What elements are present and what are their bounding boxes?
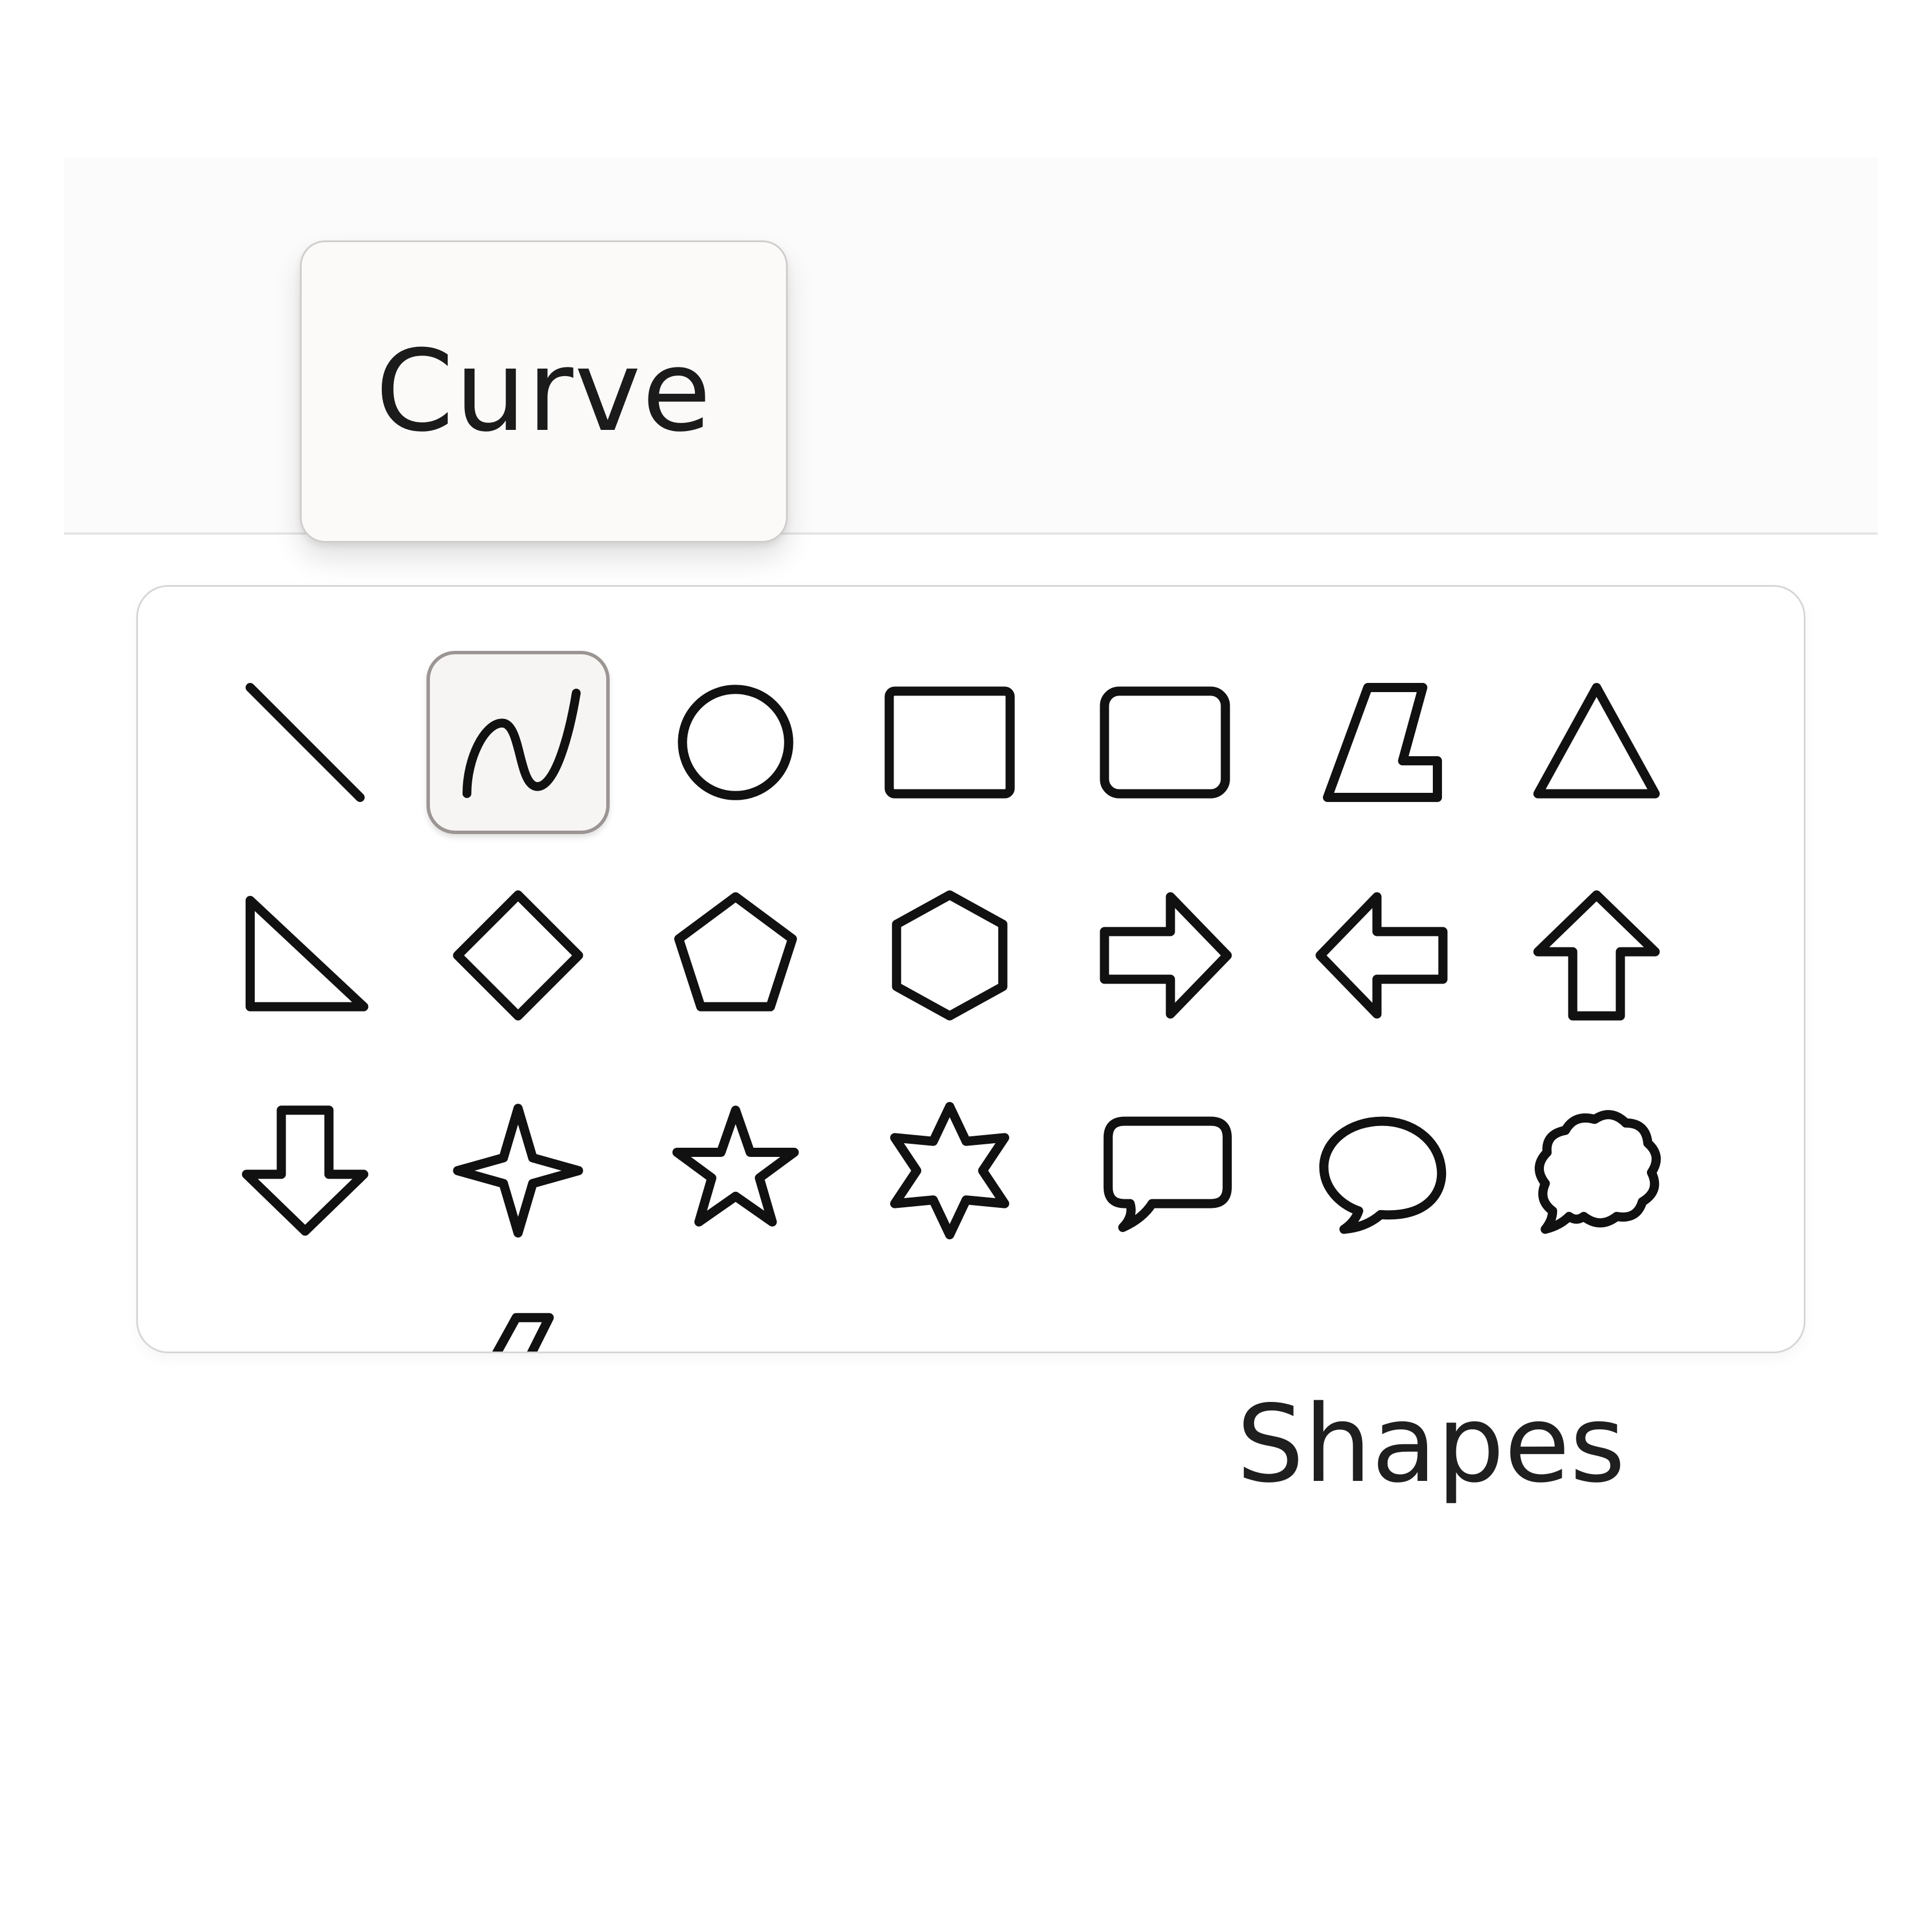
polygon-icon [1323,683,1442,802]
shape-right-triangle-button[interactable] [214,864,397,1047]
tooltip: Curve [300,240,788,543]
shape-down-arrow-button[interactable] [214,1079,397,1262]
pentagon-icon [674,892,797,1012]
shape-right-arrow-button[interactable] [1073,864,1257,1047]
shape-polygon-button[interactable] [1291,651,1474,834]
shape-pentagon-button[interactable] [644,864,827,1047]
shapes-grid [138,587,1804,1352]
shape-left-arrow-button[interactable] [1291,864,1474,1047]
shapes-group-label: Shapes [1236,1382,1626,1506]
ribbon-divider [64,532,1878,535]
shape-four-point-star-button[interactable] [426,1079,610,1262]
shape-hexagon-button[interactable] [858,864,1041,1047]
heart-icon [214,1292,397,1353]
cloud-callout-icon [1534,1110,1661,1234]
left-arrow-icon [1315,892,1448,1019]
lightning-icon [492,1313,554,1352]
shape-up-arrow-button[interactable] [1505,864,1688,1047]
right-arrow-icon [1100,892,1232,1019]
shape-rounded-rectangular-callout-button[interactable] [1073,1079,1257,1262]
shape-rectangle-button[interactable] [858,651,1041,834]
rounded-callout-icon [1103,1116,1232,1232]
six-point-star-icon [890,1102,1009,1239]
rectangle-icon [884,686,1015,799]
up-arrow-icon [1533,890,1660,1021]
shape-line-button[interactable] [214,651,397,834]
shape-diamond-button[interactable] [426,864,610,1047]
shape-lightning-button[interactable] [426,1292,610,1352]
shape-triangle-button[interactable] [1505,651,1688,834]
right-triangle-icon [246,896,369,1012]
triangle-icon [1533,683,1660,799]
tooltip-text: Curve [375,326,713,457]
shape-rounded-rectangle-button[interactable] [1073,651,1257,834]
oval-icon [678,685,793,800]
rounded-rectangle-icon [1100,686,1230,799]
curve-icon [462,689,581,799]
shape-cloud-callout-button[interactable] [1505,1079,1688,1262]
shape-five-point-star-button[interactable] [644,1079,827,1262]
shape-heart-button[interactable] [214,1292,397,1353]
five-point-star-icon [672,1105,799,1227]
down-arrow-icon [242,1105,369,1236]
shape-oval-button[interactable] [644,651,827,834]
shape-curve-button[interactable] [426,651,610,834]
line-icon [246,683,365,802]
hexagon-icon [892,890,1008,1021]
diamond-icon [453,890,583,1021]
four-point-star-icon [453,1104,583,1238]
shape-six-point-star-button[interactable] [858,1079,1041,1262]
oval-callout-icon [1319,1116,1447,1234]
shape-oval-callout-button[interactable] [1291,1079,1474,1262]
shapes-gallery[interactable] [136,585,1805,1353]
